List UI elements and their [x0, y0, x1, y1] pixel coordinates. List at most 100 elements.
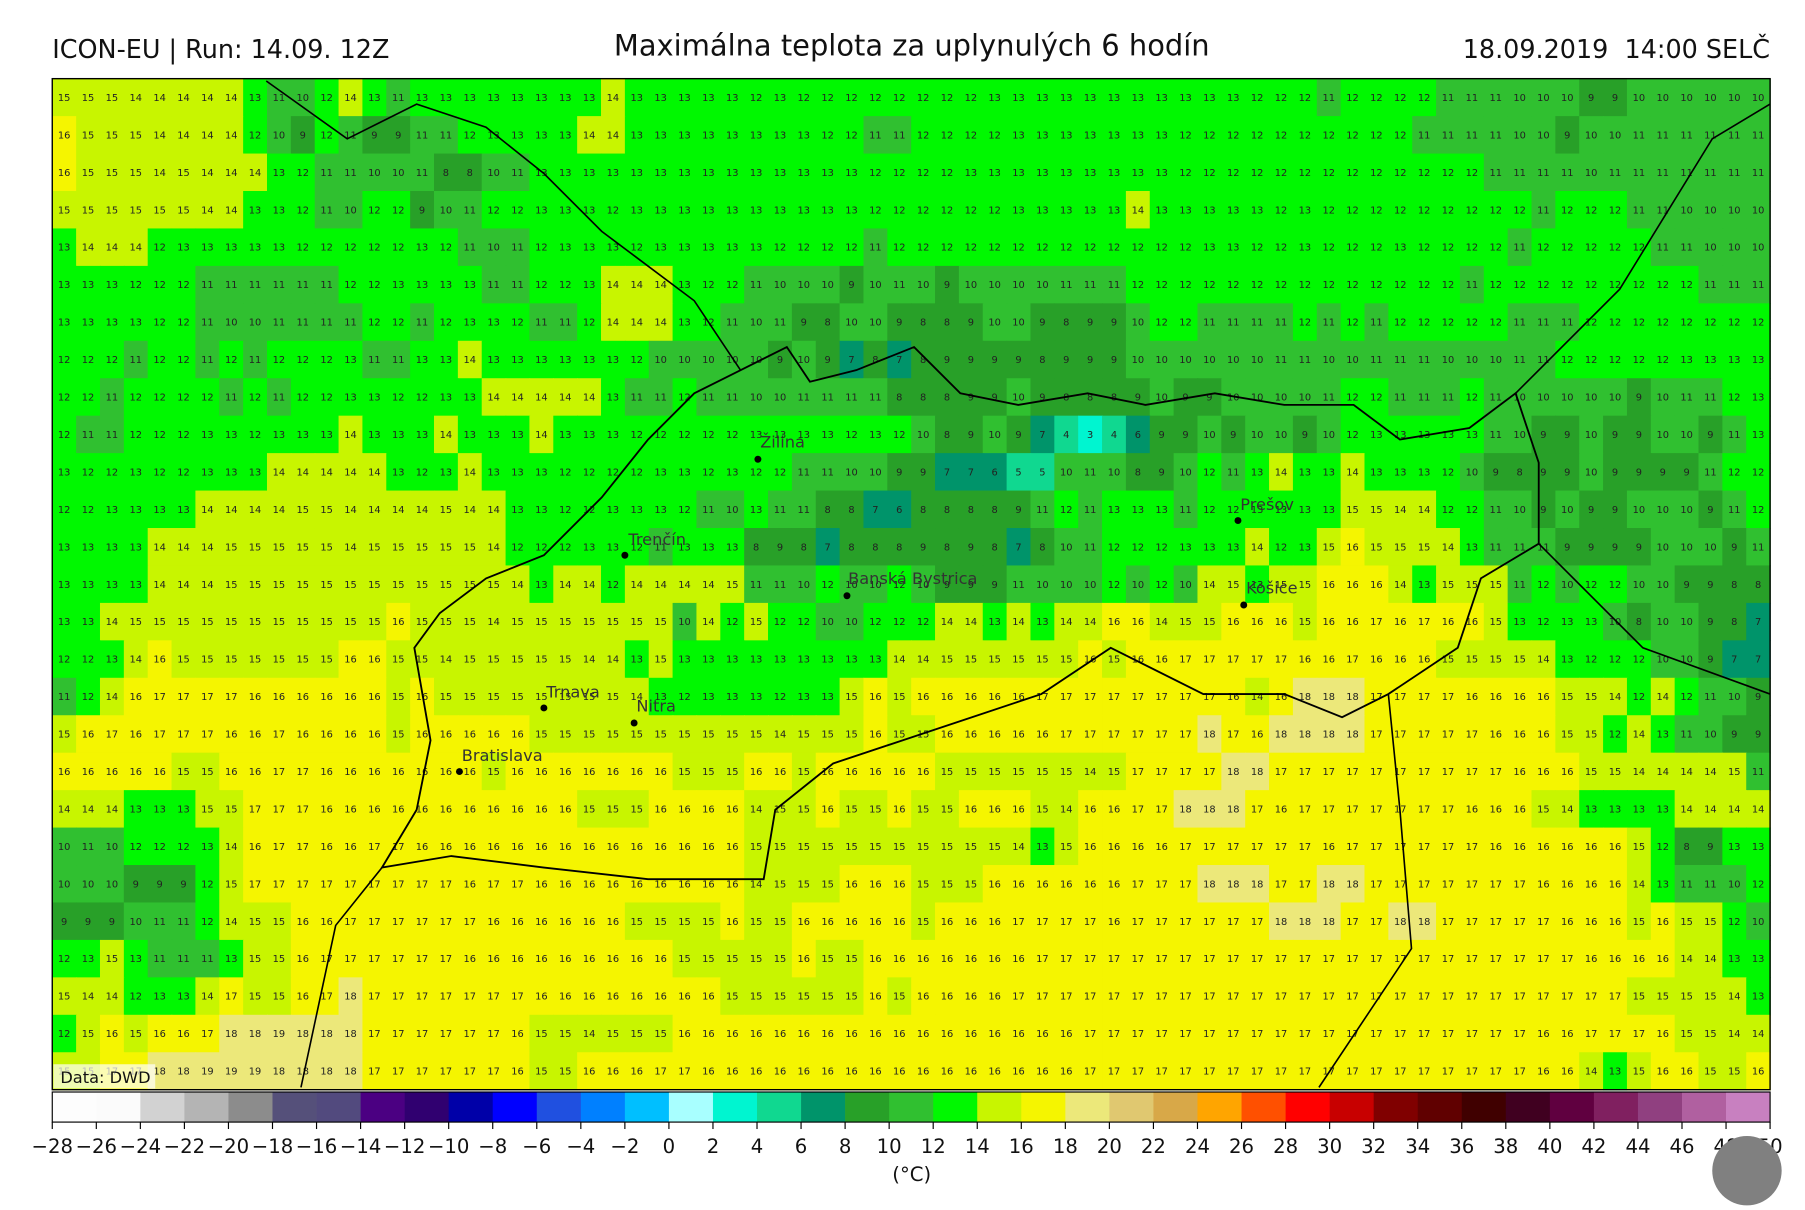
grid-cell: [1483, 265, 1509, 305]
cell-value: 13: [82, 318, 95, 329]
grid-cell: [720, 265, 745, 305]
cell-value: 9: [920, 467, 926, 478]
cell-value: 16: [1561, 1029, 1574, 1040]
cell-value: 14: [440, 655, 453, 666]
grid-cell: [911, 190, 936, 230]
cell-value: 16: [631, 767, 644, 778]
cell-value: 16: [487, 804, 500, 815]
cell-value: 16: [1561, 917, 1574, 928]
grid-cell: [1173, 265, 1199, 305]
grid-cell: [1626, 78, 1652, 117]
cell-value: 13: [535, 130, 548, 141]
colorbar-tick-label: 20: [1097, 1135, 1122, 1158]
cell-value: 14: [344, 467, 357, 478]
cell-value: 16: [1537, 767, 1550, 778]
cell-value: 11: [416, 130, 429, 141]
cell-value: 16: [893, 954, 906, 965]
cell-value: 12: [249, 430, 262, 441]
cell-value: 12: [917, 93, 930, 104]
cell-value: 12: [1251, 280, 1264, 291]
cell-value: 13: [511, 505, 524, 516]
cell-value: 15: [177, 767, 190, 778]
grid-cell: [958, 153, 984, 192]
cell-value: 12: [297, 205, 310, 216]
grid-cell: [1269, 153, 1294, 192]
cell-value: 16: [1060, 1067, 1073, 1078]
cell-value: 15: [893, 992, 906, 1003]
cell-value: 12: [965, 243, 978, 254]
grid-cell: [338, 228, 364, 267]
grid-cell: [1006, 153, 1032, 192]
cell-value: 16: [1489, 804, 1502, 815]
cell-value: 16: [1108, 804, 1121, 815]
cell-value: 10: [1728, 243, 1741, 254]
cell-value: 13: [1322, 467, 1335, 478]
cell-value: 17: [1394, 842, 1407, 853]
cell-value: 17: [1322, 992, 1335, 1003]
cell-value: 16: [440, 804, 453, 815]
cell-value: 13: [177, 992, 190, 1003]
colorbar-tick-label: 44: [1625, 1135, 1650, 1158]
cell-value: 13: [631, 205, 644, 216]
cell-value: 16: [1155, 842, 1168, 853]
cell-value: 9: [1063, 355, 1069, 366]
grid-cell: [1006, 78, 1032, 117]
city-label: Bratislava: [462, 746, 543, 765]
colorbar-tick-label: −4: [566, 1135, 595, 1158]
cell-value: 16: [869, 730, 882, 741]
cell-value: 13: [1561, 617, 1574, 628]
cell-value: 13: [273, 430, 286, 441]
colorbar-tick-label: −16: [296, 1135, 337, 1158]
cell-value: 17: [1370, 842, 1383, 853]
grid-cell: [314, 265, 340, 305]
grid-cell: [481, 153, 507, 192]
cell-value: 15: [177, 168, 190, 179]
cell-value: 16: [1489, 730, 1502, 741]
cell-value: 12: [845, 243, 858, 254]
cell-value: 16: [130, 767, 143, 778]
cell-value: 12: [1012, 243, 1025, 254]
cell-value: 17: [1275, 842, 1288, 853]
cell-value: 15: [201, 617, 214, 628]
cell-value: 16: [583, 1067, 596, 1078]
cell-value: 17: [1227, 992, 1240, 1003]
colorbar-tick-label: −22: [164, 1135, 205, 1158]
cell-value: 13: [1203, 93, 1216, 104]
cell-value: 11: [1489, 542, 1502, 553]
cell-value: 10: [1513, 430, 1526, 441]
cell-value: 15: [654, 1029, 667, 1040]
cell-value: 12: [177, 355, 190, 366]
cell-value: 16: [440, 767, 453, 778]
cell-value: 16: [464, 954, 477, 965]
grid-cell: [791, 116, 817, 155]
cell-value: 16: [1012, 730, 1025, 741]
grid-cell: [1650, 116, 1676, 155]
city-dot: [455, 768, 463, 776]
cell-value: 12: [1394, 168, 1407, 179]
cell-value: 15: [130, 205, 143, 216]
cell-value: 12: [1370, 280, 1383, 291]
grid-cell: [624, 190, 650, 230]
cell-value: 15: [273, 580, 286, 591]
cell-value: 16: [535, 954, 548, 965]
cell-value: 9: [1111, 318, 1117, 329]
cell-value: 9: [920, 542, 926, 553]
cell-value: 13: [464, 318, 477, 329]
cell-value: 12: [1728, 393, 1741, 404]
grid-cell: [935, 228, 960, 267]
cell-value: 13: [273, 243, 286, 254]
cell-value: 14: [225, 505, 238, 516]
cell-value: 11: [1680, 730, 1693, 741]
cell-value: 13: [559, 430, 572, 441]
cell-value: 14: [607, 280, 620, 291]
grid-cell: [672, 153, 698, 192]
cell-value: 18: [1203, 804, 1216, 815]
cell-value: 16: [416, 730, 429, 741]
cell-value: 12: [82, 393, 95, 404]
cell-value: 12: [1466, 205, 1479, 216]
grid-cell: [1340, 190, 1366, 230]
grid-cell: [52, 303, 77, 342]
grid-cell: [791, 78, 817, 117]
grid-cell: [648, 78, 674, 117]
cell-value: 12: [1370, 93, 1383, 104]
